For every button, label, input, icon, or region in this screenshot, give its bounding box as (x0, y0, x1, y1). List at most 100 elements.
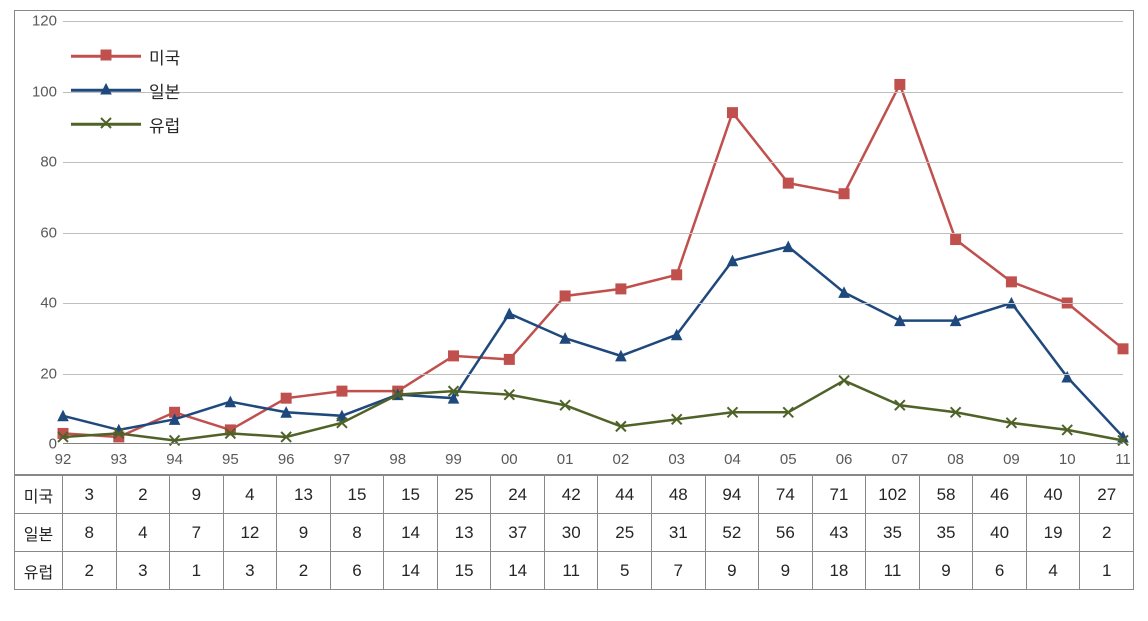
table-cell: 52 (705, 514, 759, 552)
y-axis-tick: 100 (21, 83, 57, 100)
legend-label: 미국 (149, 44, 180, 69)
table-cell: 56 (759, 514, 813, 552)
series-marker-usa (895, 79, 905, 89)
table-cell: 2 (1080, 514, 1134, 552)
series-marker-europe (839, 376, 849, 386)
series-line-europe (63, 381, 1123, 441)
x-axis-tick: 95 (210, 451, 250, 468)
x-axis-tick: 94 (155, 451, 195, 468)
series-marker-usa (560, 291, 570, 301)
table-cell: 9 (277, 514, 331, 552)
table-cell: 6 (330, 552, 384, 590)
table-cell: 12 (223, 514, 277, 552)
table-cell: 24 (491, 476, 545, 514)
table-cell: 25 (598, 514, 652, 552)
table-row: 미국3294131515252442444894747110258464027 (15, 476, 1134, 514)
series-marker-usa (951, 235, 961, 245)
x-axis-tick: 09 (991, 451, 1031, 468)
x-axis-tick: 93 (99, 451, 139, 468)
x-axis-tick: 99 (434, 451, 474, 468)
table-cell: 30 (544, 514, 598, 552)
table-cell: 18 (812, 552, 866, 590)
table-cell: 40 (1026, 476, 1080, 514)
x-axis-tick: 03 (657, 451, 697, 468)
legend-swatch-europe (71, 114, 141, 134)
x-axis-tick: 08 (936, 451, 976, 468)
gridline (63, 233, 1123, 234)
series-marker-usa (281, 393, 291, 403)
table-cell: 9 (759, 552, 813, 590)
series-marker-usa (672, 270, 682, 280)
x-axis-tick: 11 (1103, 451, 1143, 468)
table-cell: 9 (170, 476, 224, 514)
table-cell: 1 (170, 552, 224, 590)
x-axis-tick: 04 (712, 451, 752, 468)
table-cell: 13 (437, 514, 491, 552)
series-marker-usa (337, 386, 347, 396)
table-cell: 14 (384, 514, 438, 552)
legend: 미국일본유럽 (71, 39, 180, 141)
series-marker-usa (783, 178, 793, 188)
legend-label: 유럽 (149, 112, 180, 137)
table-cell: 11 (866, 552, 920, 590)
series-marker-japan (504, 309, 514, 319)
table-cell: 25 (437, 476, 491, 514)
table-row-label: 유럽 (15, 552, 63, 590)
table-cell: 58 (919, 476, 973, 514)
table-cell: 3 (223, 552, 277, 590)
table-cell: 6 (973, 552, 1027, 590)
series-marker-usa (727, 108, 737, 118)
x-axis-tick: 96 (266, 451, 306, 468)
gridline (63, 21, 1123, 22)
legend-item-usa: 미국 (71, 39, 180, 73)
table-cell: 2 (63, 552, 117, 590)
table-cell: 43 (812, 514, 866, 552)
table-cell: 48 (652, 476, 706, 514)
gridline (63, 303, 1123, 304)
chart-container: 0204060801001209293949596979899000102030… (0, 0, 1148, 621)
table-cell: 15 (384, 476, 438, 514)
table-cell: 1 (1080, 552, 1134, 590)
table-cell: 9 (919, 552, 973, 590)
table-row: 유럽23132614151411579918119641 (15, 552, 1134, 590)
triangle-icon (100, 80, 112, 100)
gridline (63, 92, 1123, 93)
series-marker-usa (449, 351, 459, 361)
y-axis-tick: 20 (21, 365, 57, 382)
table-cell: 37 (491, 514, 545, 552)
series-marker-usa (616, 284, 626, 294)
table-cell: 9 (705, 552, 759, 590)
table-cell: 40 (973, 514, 1027, 552)
x-axis-tick: 00 (489, 451, 529, 468)
table-cell: 102 (866, 476, 920, 514)
table-cell: 3 (116, 552, 170, 590)
table-cell: 94 (705, 476, 759, 514)
table-cell: 15 (330, 476, 384, 514)
table-cell: 74 (759, 476, 813, 514)
table-cell: 7 (652, 552, 706, 590)
table-cell: 4 (223, 476, 277, 514)
x-axis-tick: 98 (378, 451, 418, 468)
y-axis-tick: 40 (21, 295, 57, 312)
gridline (63, 374, 1123, 375)
table-cell: 7 (170, 514, 224, 552)
table-cell: 11 (544, 552, 598, 590)
series-marker-usa (1006, 277, 1016, 287)
x-axis-tick: 06 (824, 451, 864, 468)
x-axis-tick: 92 (43, 451, 83, 468)
series-marker-usa (839, 189, 849, 199)
table-cell: 2 (116, 476, 170, 514)
x-axis-tick: 02 (601, 451, 641, 468)
x-axis-tick: 05 (768, 451, 808, 468)
table-cell: 4 (1026, 552, 1080, 590)
table-cell: 14 (384, 552, 438, 590)
legend-swatch-usa (71, 46, 141, 66)
table-cell: 5 (598, 552, 652, 590)
plot-region: 0204060801001209293949596979899000102030… (63, 21, 1123, 444)
series-marker-usa (1118, 344, 1128, 354)
table-cell: 35 (919, 514, 973, 552)
gridline (63, 162, 1123, 163)
table-cell: 4 (116, 514, 170, 552)
table-cell: 8 (330, 514, 384, 552)
table-cell: 13 (277, 476, 331, 514)
